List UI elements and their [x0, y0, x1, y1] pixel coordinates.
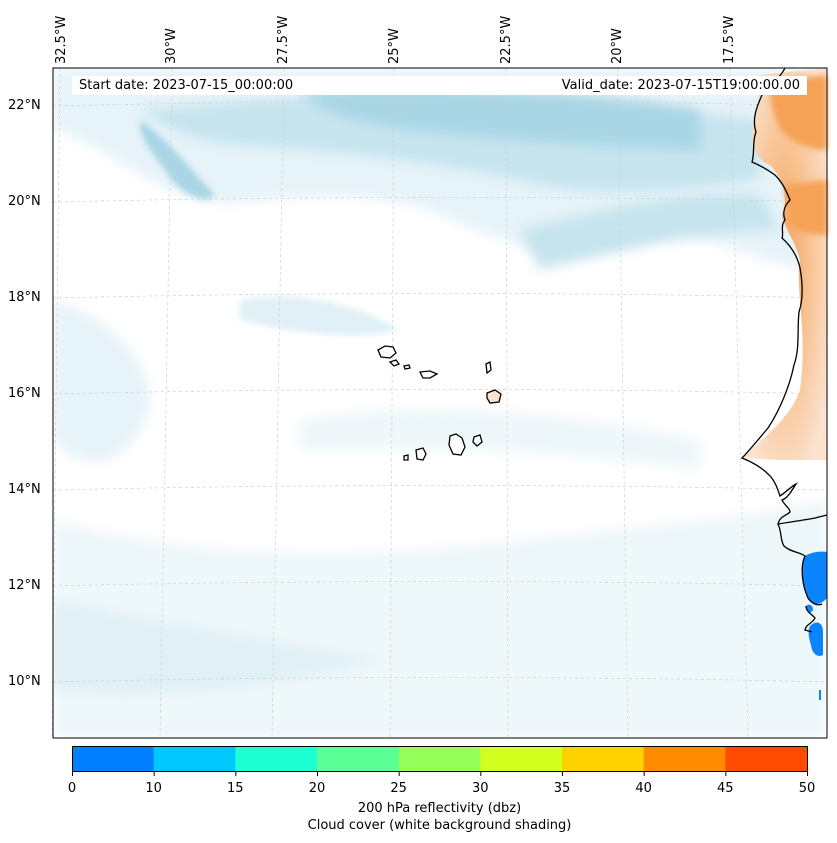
lat-label: 12°N	[8, 578, 41, 593]
colorbar-cell	[317, 746, 400, 771]
valid-date: Valid_date: 2023-07-15T19:00:00.00	[561, 78, 800, 93]
lon-label: 32.5°W	[54, 15, 69, 64]
colorbar-cell	[235, 746, 318, 771]
gambia-coast	[777, 523, 823, 606]
lon-label: 22.5°W	[499, 15, 514, 64]
colorbar-tick-label: 20	[308, 781, 326, 796]
colorbar-tick-label: 25	[390, 781, 407, 796]
lat-label: 14°N	[8, 482, 41, 497]
colorbar-tick-label: 40	[635, 781, 652, 796]
colorbar-tick-label: 0	[67, 781, 77, 796]
colorbar-tick-label: 15	[227, 781, 244, 796]
colorbar-cell	[398, 746, 481, 771]
colorbar-tick-label: 45	[717, 781, 734, 796]
colorbar-tick-label: 30	[472, 781, 489, 796]
reflectivity-cells	[802, 551, 827, 700]
date-banner: Start date: 2023-07-15_00:00:00 Valid_da…	[72, 76, 807, 95]
guinea-coast	[804, 605, 816, 633]
map-frame	[52, 67, 828, 739]
cape-verde-islands	[377, 345, 502, 461]
colorbar-label: 200 hPa reflectivity (dbz)	[357, 801, 522, 816]
colorbar-tick-label: 35	[553, 781, 571, 796]
lat-label: 18°N	[8, 290, 41, 305]
cloud-cover-shading	[53, 68, 827, 738]
lon-label: 17.5°W	[722, 15, 737, 64]
colorbar-cell	[480, 746, 563, 771]
colorbar-sublabel: Cloud cover (white background shading)	[307, 818, 572, 833]
lon-label: 20°W	[610, 28, 625, 64]
lat-label: 10°N	[8, 674, 41, 689]
graticule	[51, 67, 828, 739]
lon-label: 25°W	[387, 28, 402, 64]
colorbar-frame	[72, 746, 808, 772]
land-shading-core-2	[784, 180, 827, 235]
colorbar-cell	[562, 746, 645, 771]
colorbar	[72, 746, 808, 776]
colorbar-cell	[643, 746, 726, 771]
map-plot	[51, 67, 828, 739]
start-date: Start date: 2023-07-15_00:00:00	[79, 78, 294, 93]
lat-label: 22°N	[8, 98, 41, 113]
lat-label: 16°N	[8, 386, 41, 401]
colorbar-tick-label: 50	[798, 781, 816, 796]
lon-label: 30°W	[164, 28, 179, 64]
colorbar-cell	[72, 746, 155, 771]
colorbar-cell	[725, 746, 808, 771]
colorbar-cell	[153, 746, 236, 771]
lat-label: 20°N	[8, 194, 41, 209]
lon-label: 27.5°W	[276, 15, 291, 64]
land-shading	[742, 68, 827, 460]
colorbar-tick-label: 10	[145, 781, 162, 796]
african-coastline	[740, 67, 828, 525]
